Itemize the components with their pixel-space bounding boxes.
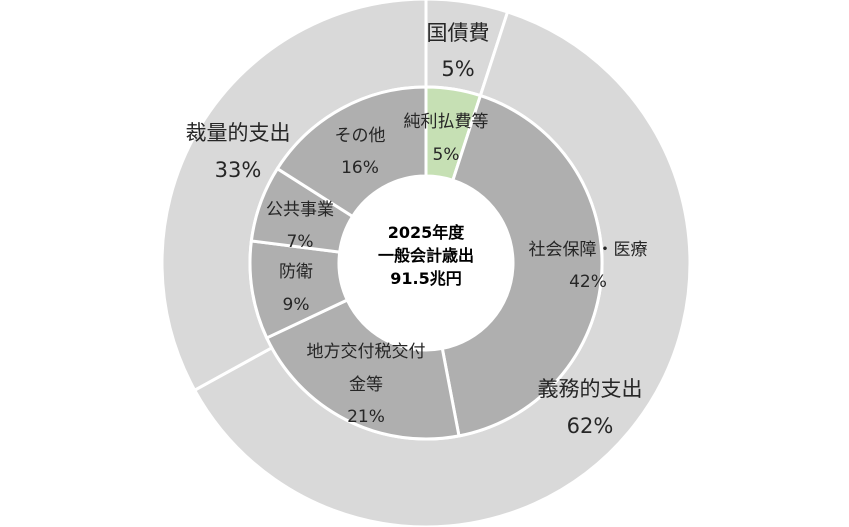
inner-label: 地方交付税交付 [307, 342, 426, 362]
inner-label: 5% [433, 145, 460, 165]
outer-label-name: 国債費 [427, 21, 490, 45]
inner-label: 42% [569, 272, 607, 292]
outer-label-value: 62% [567, 414, 614, 438]
inner-slice-5 [275, 85, 428, 219]
inner-label: その他 [335, 126, 386, 146]
outer-label-name: 裁量的支出 [186, 121, 291, 145]
inner-label: 防衛 [279, 262, 313, 282]
slice-labels: 国債費 5% 義務的支出 62% 裁量的支出 33% 純利払費等 5% 社会保障・医療 42% 地方… [186, 21, 648, 438]
inner-label: 金等 [349, 375, 383, 395]
center-label-line-3: 91.5兆円 [390, 269, 461, 288]
inner-label: 21% [347, 407, 385, 427]
inner-label: 純利払費等 [404, 112, 489, 132]
inner-label: 社会保障・医療 [529, 240, 648, 260]
inner-label: 7% [287, 232, 314, 252]
outer-label-name: 義務的支出 [538, 377, 643, 401]
center-label-line-1: 2025年度 [388, 223, 466, 242]
inner-label: 公共事業 [266, 200, 334, 220]
outer-label-value: 5% [441, 57, 474, 81]
center-label-line-2: 一般会計歳出 [378, 246, 474, 265]
center-label: 2025年度 一般会計歳出 91.5兆円 [378, 223, 474, 288]
inner-slice-2 [264, 298, 461, 441]
inner-ring [248, 85, 604, 441]
inner-slice-1 [440, 93, 604, 438]
outer-label-value: 33% [215, 158, 262, 182]
inner-label: 16% [341, 158, 379, 178]
inner-label: 9% [283, 295, 310, 315]
